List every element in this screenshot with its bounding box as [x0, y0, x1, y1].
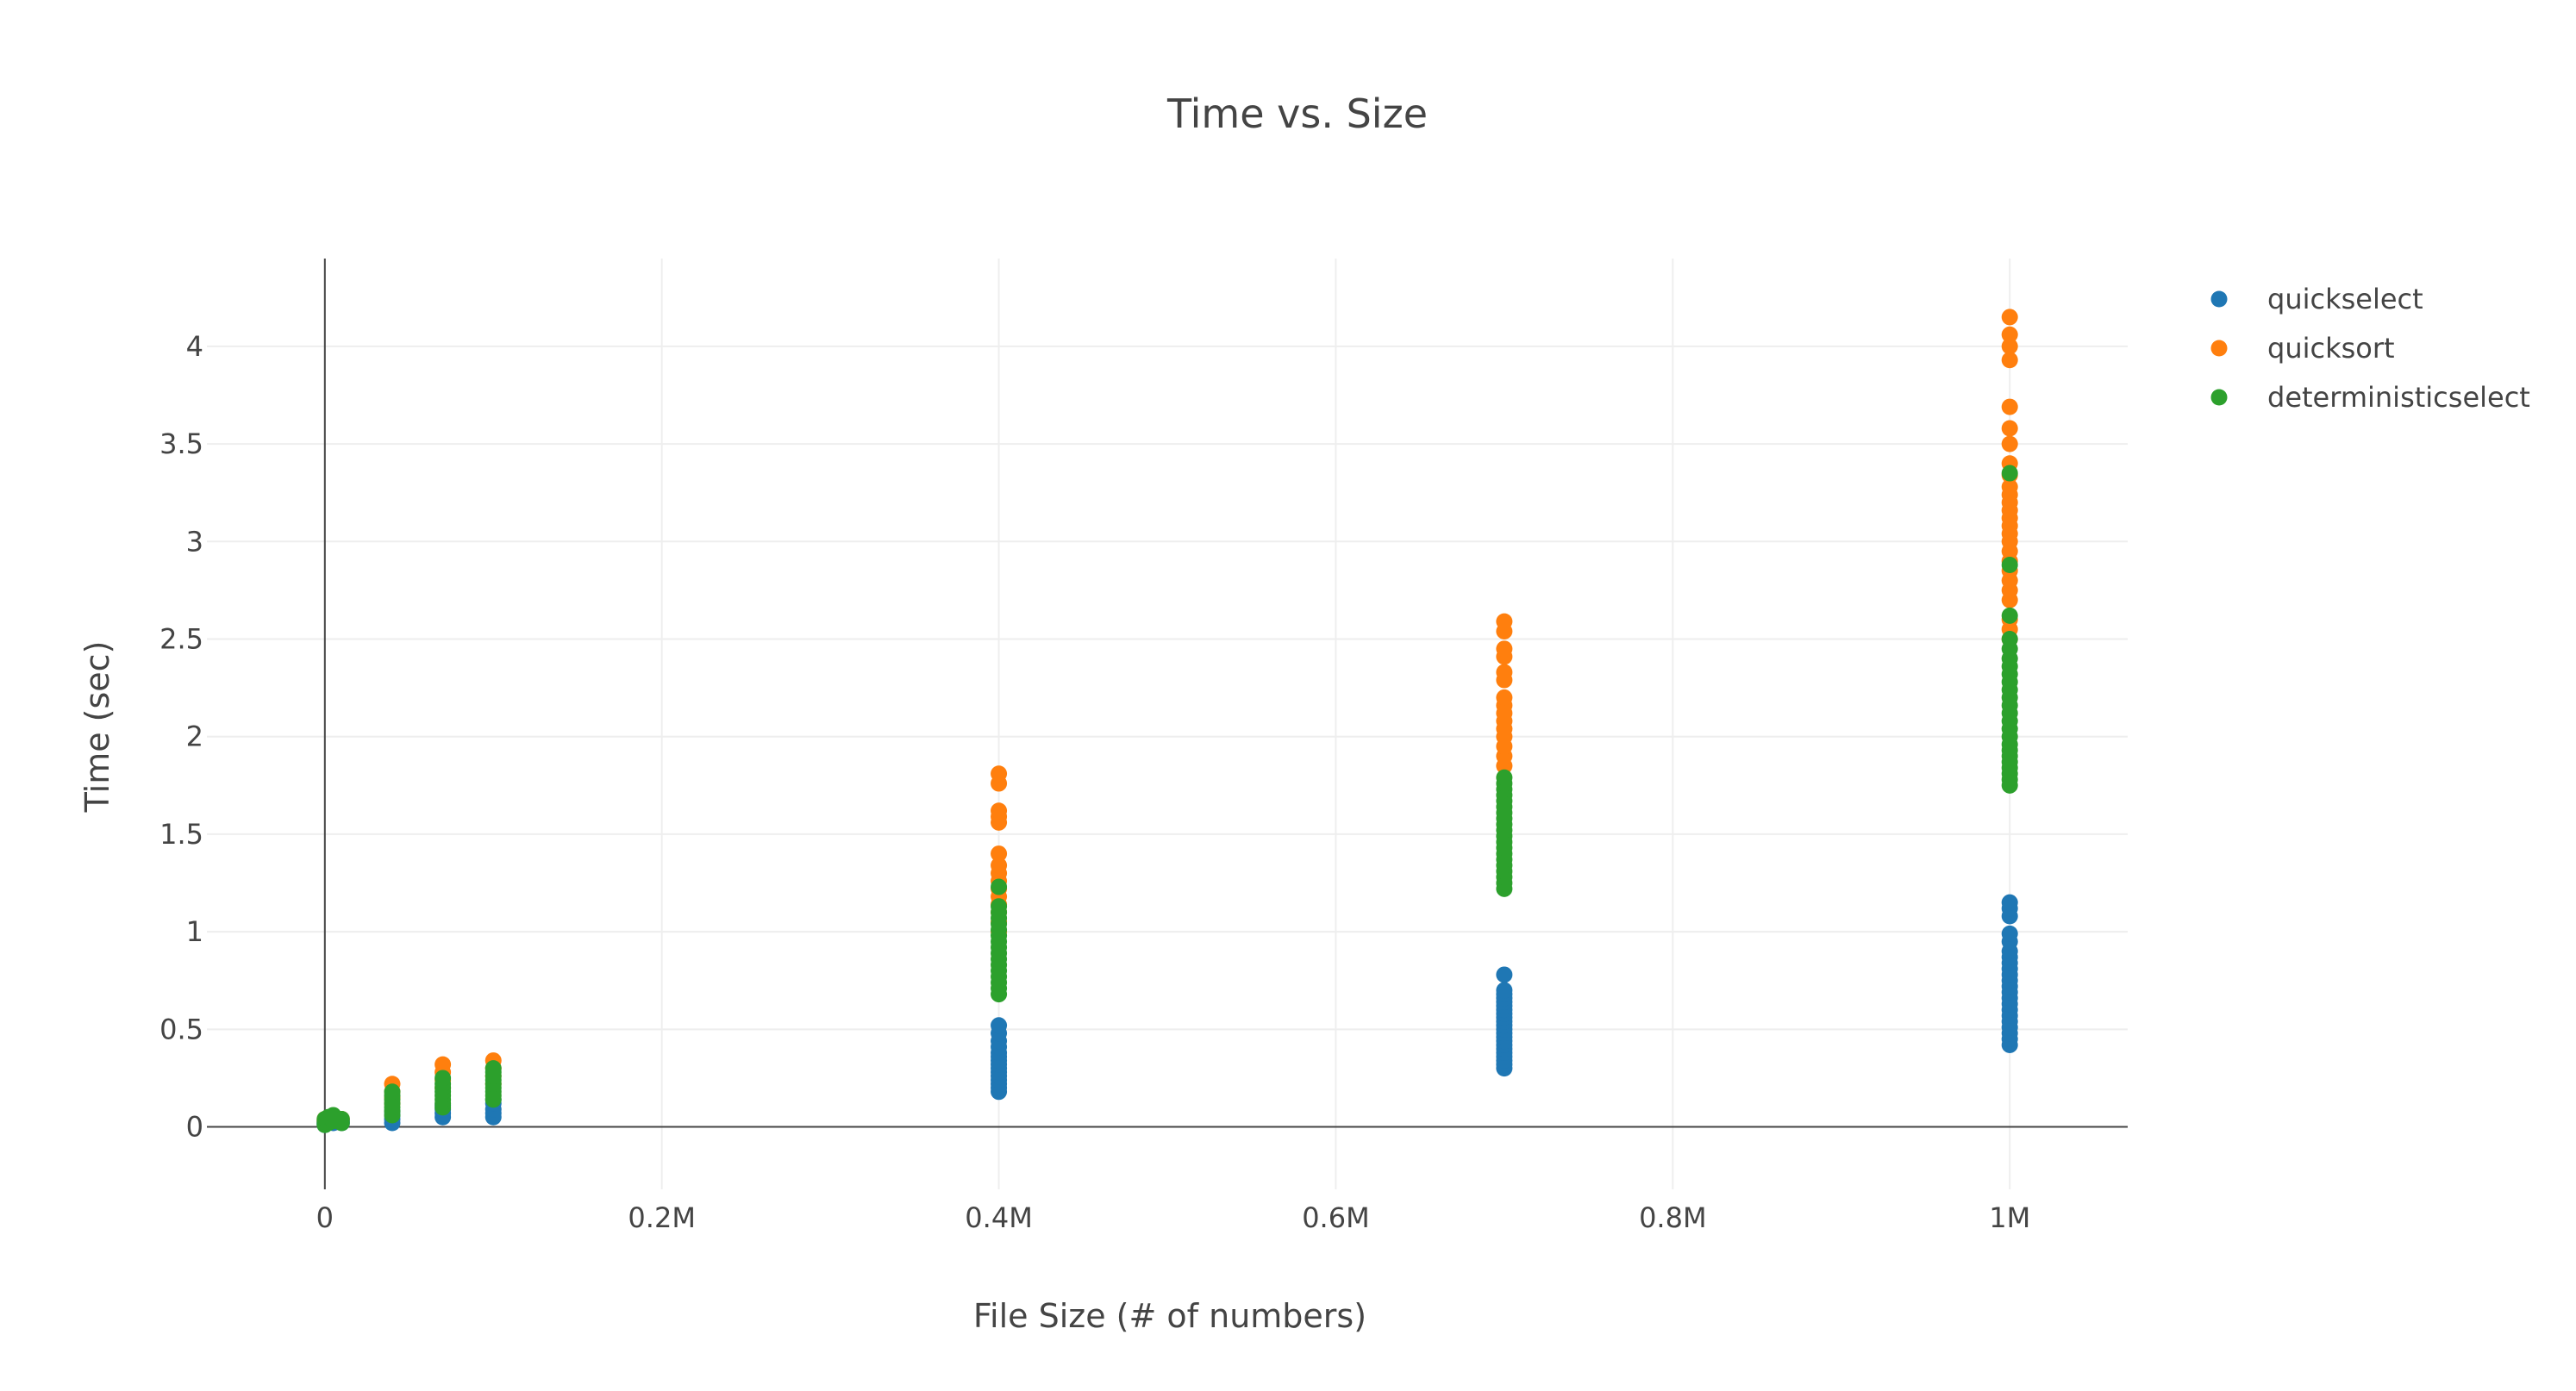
data-point [2001, 352, 2018, 369]
x-tick-label: 1M [1989, 1201, 2030, 1234]
data-point [2001, 556, 2018, 573]
y-tick-label: 4 [186, 330, 203, 363]
legend-label: quicksort [2267, 332, 2395, 365]
data-point [1496, 640, 1513, 658]
data-point [1496, 982, 1513, 999]
tick-labels: 0 0.5 1 1.5 2 2.5 3 3.5 4 0 0.2M 0.4M 0.6M 0.8M 1M [159, 330, 2030, 1234]
data-point [1496, 689, 1513, 706]
data-point [991, 802, 1008, 820]
y-tick-label: 3 [186, 525, 203, 558]
legend-item-quickselect[interactable]: quickselect [2210, 283, 2423, 315]
data-point [384, 1083, 401, 1101]
data-point [991, 898, 1008, 915]
legend-item-deterministicselect[interactable]: deterministicselect [2210, 381, 2530, 414]
data-point [2001, 420, 2018, 437]
data-point [435, 1070, 452, 1087]
data-point [991, 857, 1008, 874]
data-point [2001, 309, 2018, 326]
legend-marker [2210, 290, 2228, 308]
x-tick-label: 0 [316, 1201, 334, 1234]
data-point [2001, 478, 2018, 496]
data-point [2001, 326, 2018, 343]
legend-marker [2210, 389, 2228, 406]
legend[interactable]: quickselect quicksort deterministicselect [2210, 283, 2530, 414]
legend-label: quickselect [2267, 283, 2423, 315]
legend-item-quicksort[interactable]: quicksort [2210, 332, 2395, 365]
legend-marker [2210, 340, 2228, 357]
y-tick-label: 1.5 [159, 818, 203, 851]
data-point [991, 845, 1008, 863]
x-tick-label: 0.2M [628, 1201, 696, 1234]
data-point [991, 878, 1008, 895]
x-tick-label: 0.4M [965, 1201, 1033, 1234]
data-point [1496, 966, 1513, 983]
y-tick-label: 0.5 [159, 1013, 203, 1045]
data-point [2001, 894, 2018, 911]
data-point [1496, 613, 1513, 630]
data-point [2001, 398, 2018, 415]
x-tick-label: 0.6M [1302, 1201, 1370, 1234]
y-tick-label: 1 [186, 915, 203, 948]
y-tick-label: 3.5 [159, 427, 203, 460]
data-point [485, 1060, 502, 1077]
data-point [333, 1110, 350, 1127]
data-point [991, 765, 1008, 783]
y-axis-title: Time (sec) [78, 641, 116, 814]
plot-area [207, 259, 2128, 1189]
data-point [2001, 607, 2018, 624]
y-tick-label: 2 [186, 720, 203, 753]
points-layer [316, 309, 2018, 1133]
x-axis-title: File Size (# of numbers) [973, 1297, 1366, 1335]
chart-title: Time vs. Size [1166, 90, 1428, 137]
data-point [991, 1017, 1008, 1034]
legend-label: deterministicselect [2267, 381, 2530, 414]
data-point [1496, 769, 1513, 786]
x-tick-label: 0.8M [1639, 1201, 1707, 1234]
data-point [2001, 338, 2018, 355]
data-point [1496, 664, 1513, 681]
data-point [2001, 465, 2018, 482]
axis-layer [207, 259, 2128, 1189]
series-deterministicselect [316, 465, 2018, 1133]
data-point [2001, 925, 2018, 942]
data-point [2001, 435, 2018, 452]
data-point [2001, 631, 2018, 648]
y-tick-label: 2.5 [159, 623, 203, 656]
y-tick-label: 0 [186, 1111, 203, 1144]
data-point [435, 1056, 452, 1073]
